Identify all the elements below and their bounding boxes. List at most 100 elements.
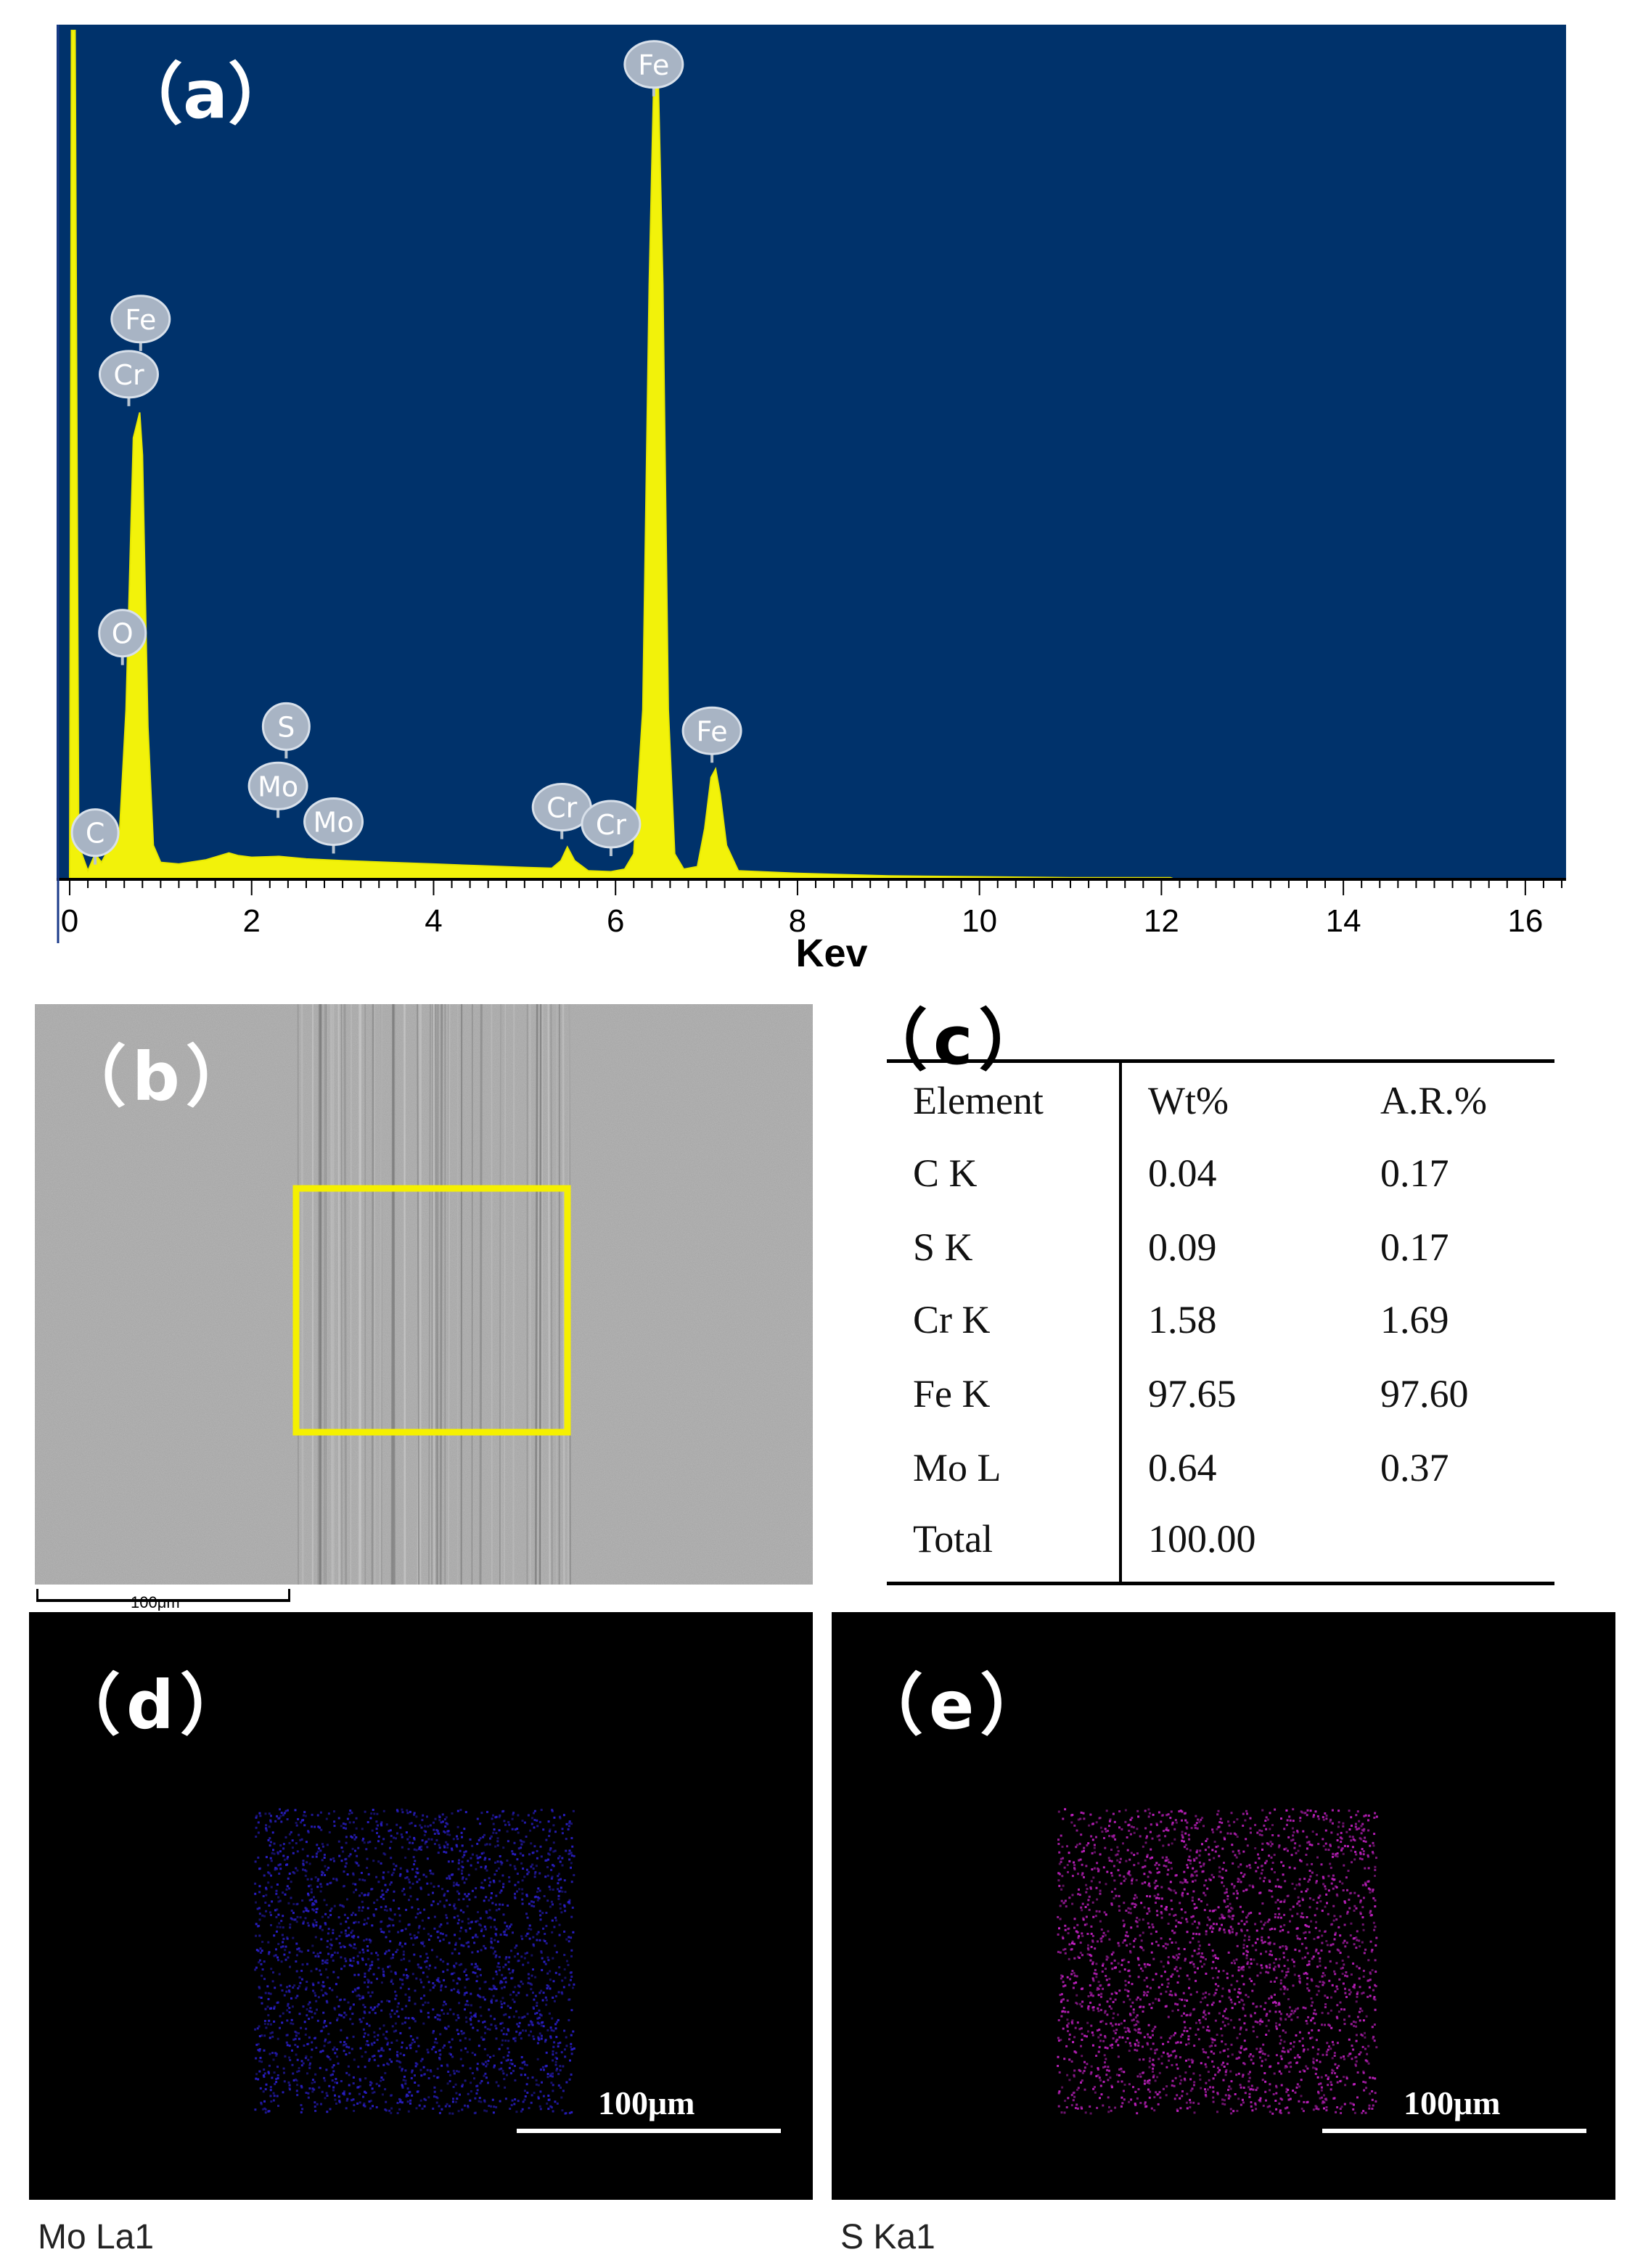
peak-label: Mo xyxy=(303,797,364,854)
element-dots xyxy=(254,1808,575,2115)
s-map-caption: S Ka1 xyxy=(840,2218,935,2256)
peak-label: Mo xyxy=(247,761,308,818)
scratch-line xyxy=(550,1004,553,1585)
table-bottom-rule xyxy=(887,1582,1554,1585)
scratch-line xyxy=(534,1004,538,1585)
scratch-line xyxy=(300,1004,304,1585)
row-wt: 0.64 xyxy=(1148,1446,1217,1490)
panel-label-d: （d） xyxy=(54,1667,253,1744)
peak-label: Cr xyxy=(98,350,159,406)
sem-surface xyxy=(35,1004,813,1585)
scratch-line xyxy=(547,1004,551,1585)
spectrum-series xyxy=(68,30,1562,880)
row-wt: 0.04 xyxy=(1148,1151,1217,1195)
peak-label: O xyxy=(98,609,147,665)
s-element-map: （e） 100μm xyxy=(832,1612,1615,2200)
svg-text:Fe: Fe xyxy=(125,304,156,336)
composition-table: Element Wt% A.R.% C K 0.04 0.17 S K 0.09… xyxy=(887,1059,1554,1585)
sem-image: （b） xyxy=(35,1004,813,1585)
scratch-line xyxy=(448,1004,451,1585)
x-tick-label: 8 xyxy=(789,903,806,939)
mo-map-dots xyxy=(254,1808,575,2115)
panel-label-c: （c） xyxy=(861,1002,1052,1080)
row-element: Fe K xyxy=(913,1372,991,1416)
mo-map-scale-bar xyxy=(517,2129,781,2133)
x-tick-label: 6 xyxy=(607,903,624,939)
header-element: Element xyxy=(913,1079,1044,1122)
scratch-line xyxy=(323,1004,326,1585)
scratch-line xyxy=(374,1004,376,1585)
scratch-line xyxy=(343,1004,348,1585)
scratch-line xyxy=(379,1004,382,1585)
scratch-line xyxy=(439,1004,443,1585)
table-top-rule xyxy=(887,1059,1554,1063)
plot-background xyxy=(57,25,1566,879)
x-tick-label: 10 xyxy=(962,903,997,939)
scratch-line xyxy=(537,1004,541,1585)
scratch-line xyxy=(371,1004,374,1585)
row-element: Cr K xyxy=(913,1298,991,1342)
svg-text:O: O xyxy=(112,618,134,650)
mo-map-scale-text: 100μm xyxy=(598,2084,695,2121)
x-tick-label: 16 xyxy=(1507,903,1543,939)
scratch-line xyxy=(358,1004,362,1585)
panel-label-e: （e） xyxy=(856,1667,1053,1744)
scratch-line xyxy=(417,1004,420,1585)
svg-text:C: C xyxy=(86,818,105,850)
scratch-line xyxy=(392,1004,396,1585)
x-axis-label: Kev xyxy=(795,932,867,975)
scratch-line xyxy=(329,1004,332,1585)
scratch-line xyxy=(504,1004,507,1585)
scratch-line xyxy=(419,1004,422,1585)
s-map-scale-bar xyxy=(1322,2129,1586,2133)
peak-label: S xyxy=(261,702,311,759)
scratch-line xyxy=(435,1004,438,1585)
row-wt: 1.58 xyxy=(1148,1298,1217,1342)
row-wt: 97.65 xyxy=(1148,1372,1237,1416)
row-ar: 0.17 xyxy=(1380,1225,1449,1269)
row-element: Mo L xyxy=(913,1446,1001,1490)
peak-labels: Fe Fe Cr O S Mo Mo C Cr Cr Fe xyxy=(70,40,742,865)
svg-text:Fe: Fe xyxy=(638,49,669,81)
peak-label: Fe xyxy=(110,295,171,351)
row-ar: 1.69 xyxy=(1380,1298,1449,1342)
row-ar: 97.60 xyxy=(1380,1372,1469,1416)
peak-label: Fe xyxy=(623,40,684,96)
peak-label: C xyxy=(70,808,120,865)
s-map-scale-text: 100μm xyxy=(1404,2084,1501,2121)
scratch-line xyxy=(403,1004,406,1585)
scratch-line xyxy=(337,1004,340,1585)
element-dots xyxy=(1057,1808,1378,2115)
row-wt: 100.00 xyxy=(1148,1517,1256,1561)
analysis-region-box xyxy=(292,1185,571,1436)
x-tick-label: 0 xyxy=(61,903,78,939)
svg-text:Cr: Cr xyxy=(596,809,627,841)
x-tick-label: 12 xyxy=(1144,903,1179,939)
x-tick-label: 4 xyxy=(425,903,442,939)
peak-label: Cr xyxy=(581,800,642,856)
peak-label: Fe xyxy=(681,706,742,763)
row-ar: 0.37 xyxy=(1380,1446,1449,1490)
s-map-dots xyxy=(1057,1808,1378,2115)
svg-text:Cr: Cr xyxy=(113,359,144,391)
mo-element-map: （d） 100μm xyxy=(29,1612,813,2200)
scratch-line xyxy=(512,1004,515,1585)
sem-scale-text: 100μm xyxy=(131,1593,180,1611)
panel-label-b: （b） xyxy=(60,1038,258,1116)
scratch-line xyxy=(562,1004,565,1585)
scratch-line xyxy=(541,1004,544,1585)
svg-text:Mo: Mo xyxy=(258,771,298,802)
x-axis: 0 2 4 6 8 10 12 14 16 xyxy=(57,25,1566,943)
row-element: Total xyxy=(913,1517,993,1561)
row-element: C K xyxy=(913,1151,978,1195)
panel-label-a: （a） xyxy=(116,56,295,133)
svg-text:Fe: Fe xyxy=(696,715,727,747)
x-tick-label: 2 xyxy=(242,903,260,939)
mo-map-caption: Mo La1 xyxy=(38,2218,155,2256)
header-ar: A.R.% xyxy=(1380,1079,1487,1122)
svg-text:Mo: Mo xyxy=(314,806,354,838)
svg-text:S: S xyxy=(277,711,295,743)
row-ar: 0.17 xyxy=(1380,1151,1449,1195)
scratch-line xyxy=(428,1004,432,1585)
scratch-line xyxy=(433,1004,435,1585)
